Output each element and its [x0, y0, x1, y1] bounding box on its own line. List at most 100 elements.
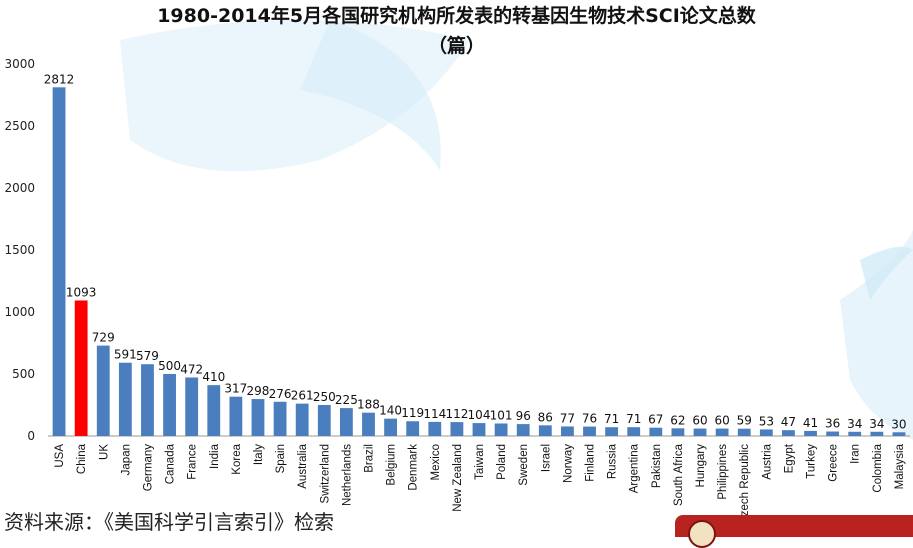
university-seal-icon [688, 520, 716, 548]
background-watermark [120, 20, 913, 440]
bar-value-label: 472 [180, 362, 203, 376]
bar-value-label: 261 [291, 389, 314, 403]
bar-value-label: 62 [670, 413, 685, 427]
x-tick-label: UK [98, 444, 110, 460]
bar-value-label: 317 [224, 382, 247, 396]
bar-value-label: 114 [423, 407, 446, 421]
x-tick-label: France [187, 444, 199, 480]
y-tick-label: 1000 [4, 305, 35, 319]
bar-denmark [406, 421, 420, 436]
bar-mexico [428, 421, 442, 436]
bar-russia [605, 427, 619, 436]
x-tick-label: Norway [562, 444, 574, 483]
bar-japan [118, 362, 132, 436]
bar-philippines [715, 428, 729, 436]
bar-value-label: 77 [560, 411, 575, 425]
bar-norway [561, 426, 574, 436]
x-tick-label: Israel [540, 444, 552, 472]
source-note: 资料来源：《美国科学引言索引》检索 [4, 510, 334, 534]
bar-czech-republic [737, 428, 751, 436]
x-tick-label: Argentina [629, 443, 641, 493]
bar-value-label: 140 [379, 404, 402, 418]
bar-usa [52, 87, 66, 436]
bars-group [52, 87, 906, 436]
x-tick-label: Italy [253, 444, 265, 465]
x-tick-label: Hungary [695, 444, 707, 488]
bar-malaysia [892, 432, 906, 436]
y-tick-label: 0 [27, 429, 35, 443]
bar-value-label: 2812 [44, 72, 75, 86]
x-tick-label: Germany [142, 444, 154, 492]
bar-value-label: 276 [269, 387, 292, 401]
bar-argentina [627, 427, 641, 436]
bar-value-label: 34 [869, 417, 884, 431]
bar-brazil [362, 412, 375, 436]
bar-australia [295, 403, 309, 436]
x-tick-label: Colombia [872, 443, 884, 492]
bar-pakistan [649, 427, 663, 436]
x-tick-label: Netherlands [341, 444, 353, 506]
x-tick-label: Egypt [783, 443, 795, 473]
bar-austria [759, 429, 773, 436]
y-tick-label: 3000 [4, 57, 35, 71]
x-tick-label: USA [54, 444, 66, 468]
bar-value-label: 96 [516, 409, 531, 423]
bar-uk [96, 345, 110, 436]
bar-value-label: 34 [847, 417, 862, 431]
bar-spain [273, 401, 287, 436]
bar-belgium [384, 418, 397, 436]
x-tick-label: Turkey [806, 444, 818, 479]
x-tick-label: Sweden [518, 444, 530, 486]
x-tick-label: Australia [297, 443, 309, 488]
bar-value-label: 60 [692, 414, 707, 428]
x-tick-label: Czech Republic [739, 444, 751, 525]
bar-india [207, 385, 221, 436]
y-tick-label: 2000 [4, 181, 35, 195]
y-tick-label: 500 [12, 367, 35, 381]
bar-value-label: 188 [357, 398, 380, 412]
bar-value-label: 36 [825, 417, 840, 431]
bar-turkey [804, 430, 817, 436]
bar-value-label: 101 [490, 408, 513, 422]
x-tick-label: Iran [850, 444, 862, 464]
bar-value-label: 225 [335, 393, 358, 407]
x-tick-label: New Zealand [452, 444, 464, 512]
bar-value-label: 591 [114, 348, 137, 362]
y-tick-label: 2500 [4, 119, 35, 133]
x-tick-label: Switzerland [319, 444, 331, 503]
y-tick-label: 1500 [4, 243, 35, 257]
bar-value-label: 53 [759, 414, 774, 428]
bar-value-label: 71 [626, 412, 641, 426]
x-tick-label: Denmark [408, 444, 420, 491]
bar-poland [494, 423, 508, 436]
bar-value-label: 112 [445, 407, 468, 421]
x-tick-label: Taiwan [474, 444, 486, 480]
chart-title-unit: （篇） [427, 35, 485, 57]
bar-value-label: 500 [158, 359, 181, 373]
x-tick-label: Belgium [386, 444, 398, 486]
bar-iran [848, 431, 862, 436]
bar-value-label: 119 [401, 406, 424, 420]
bar-south-africa [671, 428, 685, 436]
y-axis: 0 500 1000 1500 2000 2500 3000 [4, 57, 910, 443]
bar-egypt [782, 430, 795, 436]
bar-germany [141, 364, 154, 436]
bar-france [185, 377, 199, 436]
bar-canada [163, 374, 176, 436]
bar-value-label: 41 [803, 416, 818, 430]
bar-value-label: 729 [92, 331, 115, 345]
x-axis-labels-group: USA China UK Japan Germany Canada France India K… [54, 443, 906, 524]
bar-italy [251, 399, 265, 436]
x-tick-label: Austria [761, 443, 773, 479]
x-tick-label: Spain [275, 444, 287, 473]
bar-value-label: 67 [648, 413, 663, 427]
bar-switzerland [317, 405, 331, 436]
bar-sweden [516, 424, 530, 436]
bar-value-label: 579 [136, 349, 159, 363]
bar-value-label: 298 [247, 384, 270, 398]
bar-netherlands [339, 408, 353, 436]
x-tick-label: Korea [231, 443, 243, 474]
x-tick-label: Malaysia [894, 443, 906, 489]
bar-value-label: 250 [313, 390, 336, 404]
